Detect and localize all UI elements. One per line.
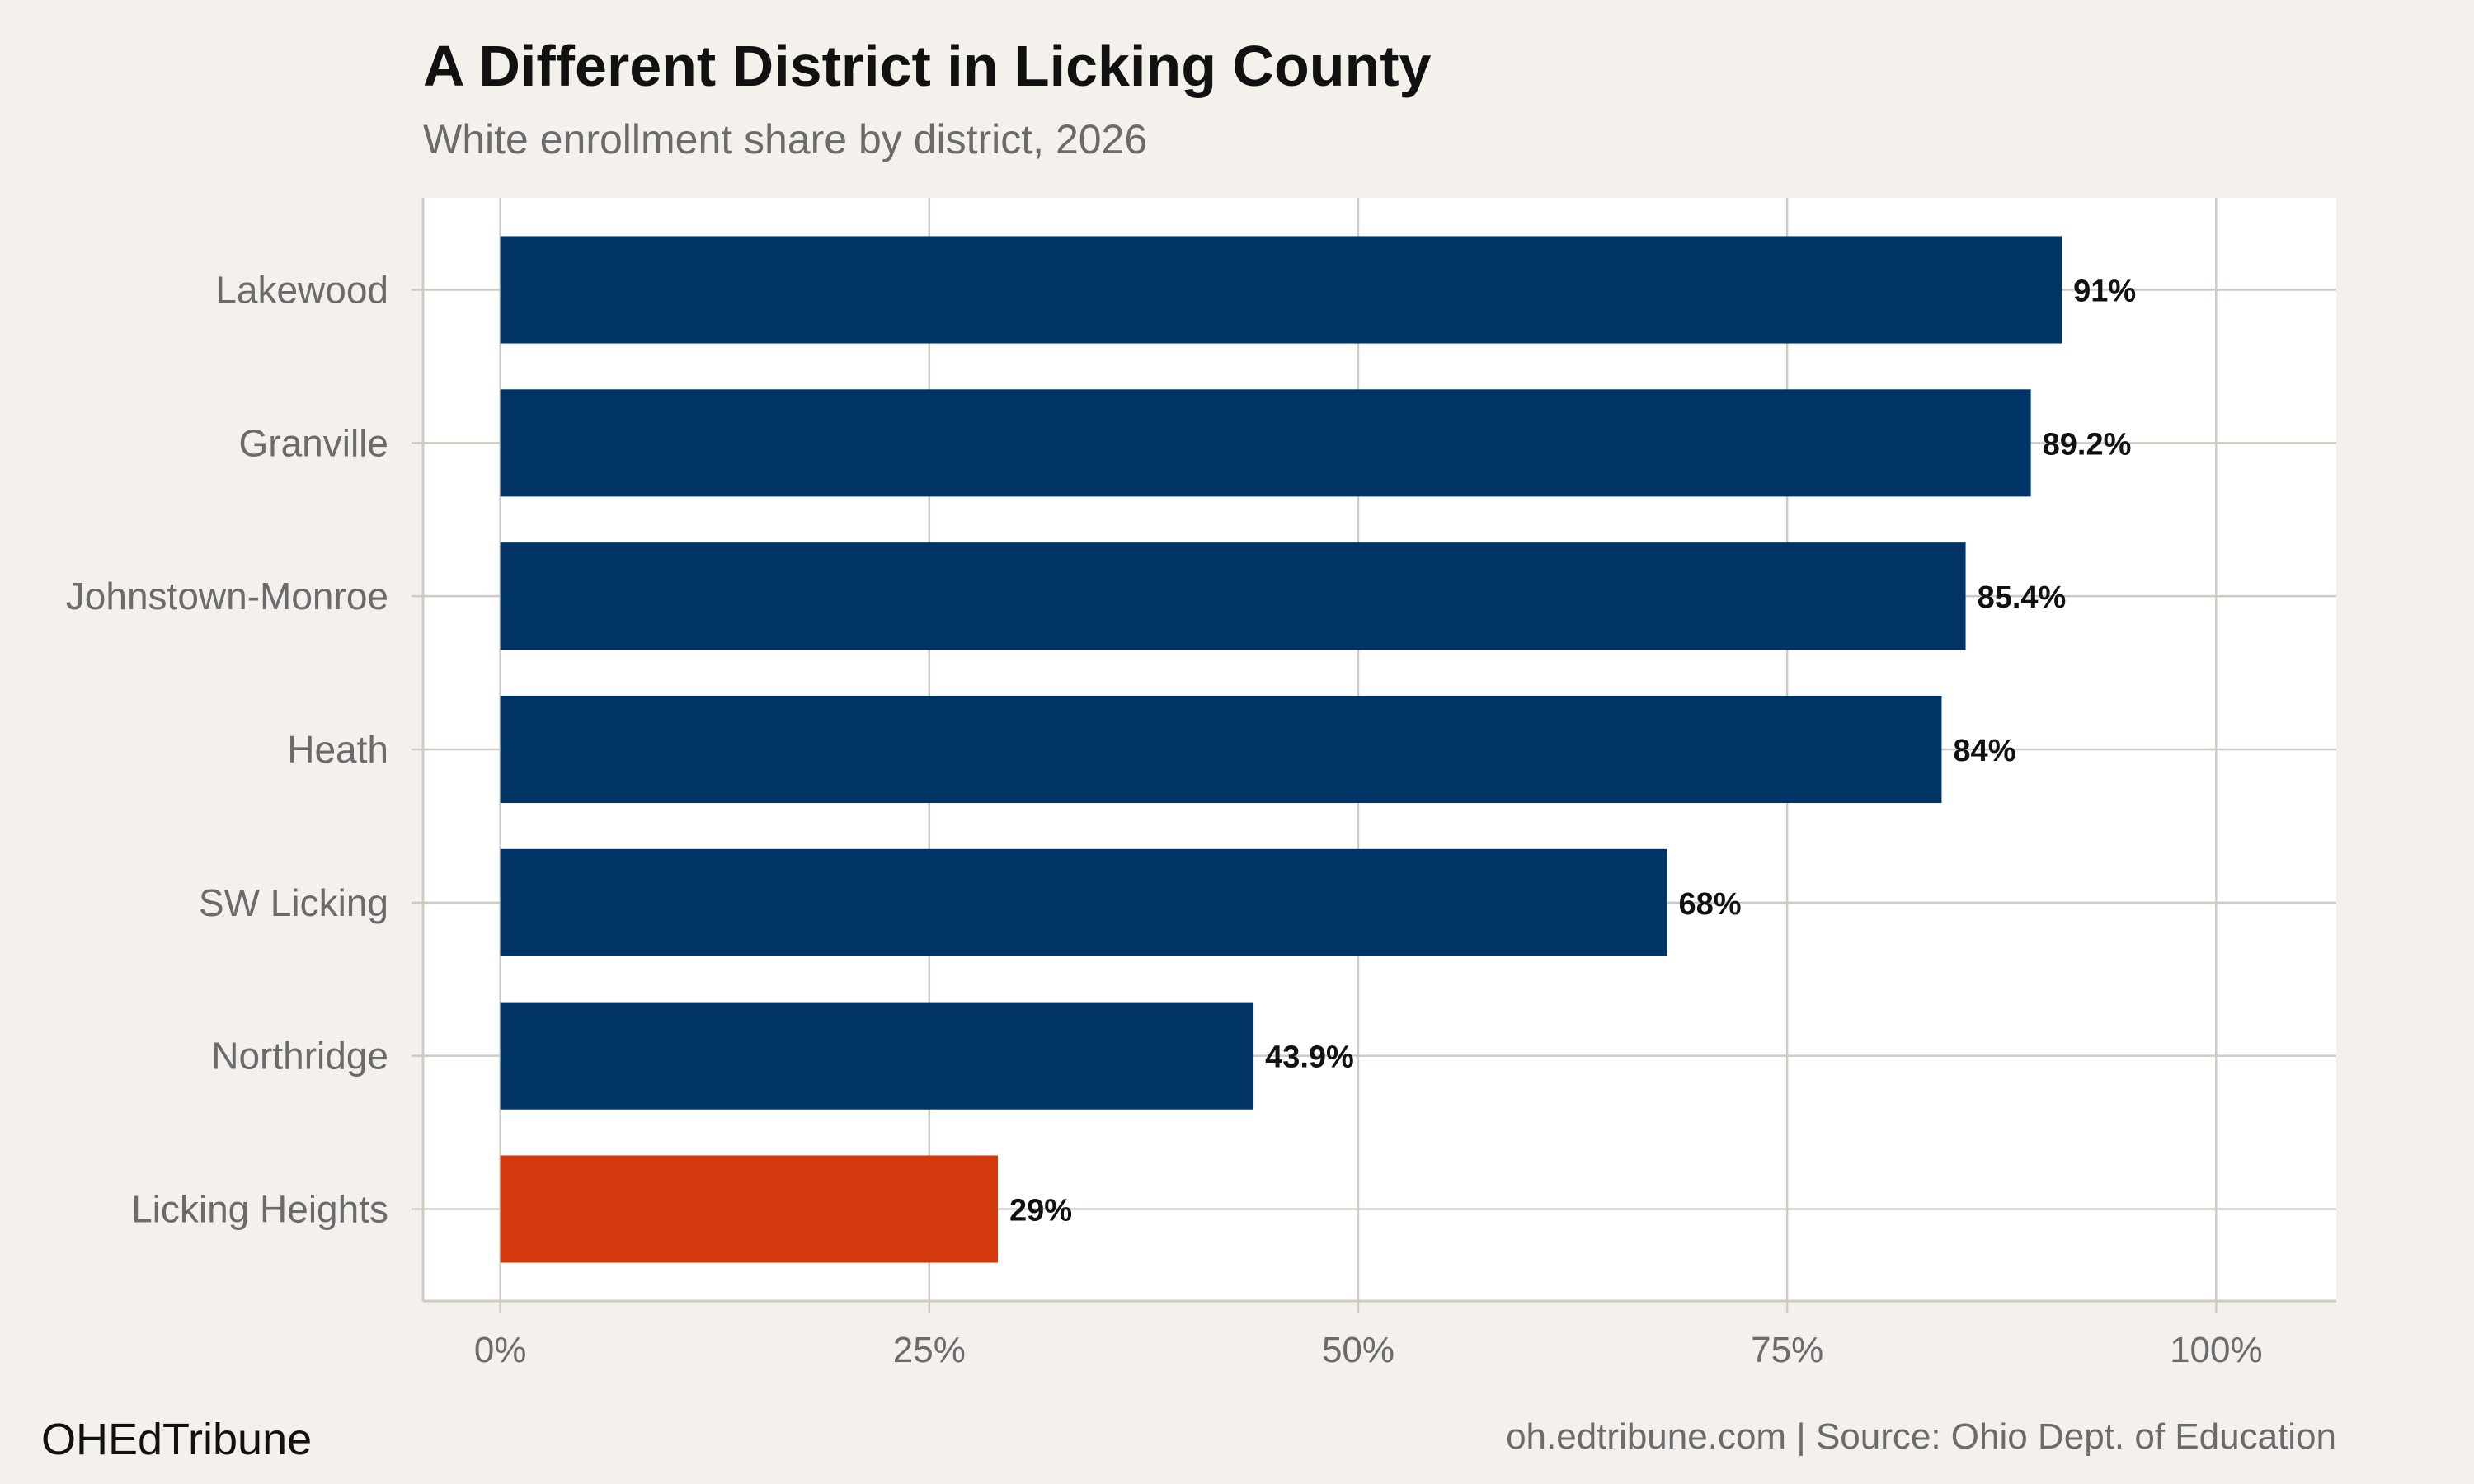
bar-value-label: 89.2% — [2043, 427, 2132, 462]
x-tick-label: 25% — [893, 1330, 966, 1370]
bar-value-label: 84% — [1953, 734, 2015, 768]
x-tick-label: 0% — [474, 1330, 527, 1370]
bar — [500, 542, 1966, 650]
axes: 0% 25% 50% 75% 100% Lakewood Granville Johnstow… — [66, 198, 2336, 1370]
bar — [500, 695, 1942, 804]
category-label: Heath — [287, 728, 388, 771]
x-tick-label: 100% — [2170, 1330, 2263, 1370]
x-tick-label: 50% — [1322, 1330, 1395, 1370]
bar — [500, 1155, 999, 1263]
bar-value-label: 85.4% — [1978, 580, 2067, 615]
bar — [500, 1002, 1254, 1110]
bar — [500, 389, 2031, 497]
bar — [500, 236, 2062, 344]
bar-value-label: 29% — [1009, 1194, 1072, 1228]
category-label: Johnstown-Monroe — [66, 575, 388, 618]
bar-value-label: 91% — [2073, 275, 2136, 309]
bars — [500, 236, 2062, 1263]
bar — [500, 848, 1667, 956]
category-label: Lakewood — [215, 269, 388, 312]
category-label: Northridge — [211, 1035, 388, 1078]
category-label: SW Licking — [199, 881, 388, 924]
x-tick-label: 75% — [1751, 1330, 1823, 1370]
category-label: Licking Heights — [131, 1188, 388, 1231]
bar-value-label: 68% — [1679, 887, 1742, 922]
chart-subtitle: White enrollment share by district, 2026 — [423, 116, 1148, 162]
brand-logo-text: OHEdTribune — [41, 1415, 313, 1464]
category-label: Granville — [238, 421, 388, 464]
data-labels: 91% 89.2% 85.4% 84% 68% 43.9% 29% — [1009, 275, 2136, 1228]
source-credit: oh.edtribune.com | Source: Ohio Dept. of… — [1506, 1416, 2336, 1457]
bar-value-label: 43.9% — [1265, 1040, 1354, 1075]
chart-title: A Different District in Licking County — [423, 34, 1432, 98]
